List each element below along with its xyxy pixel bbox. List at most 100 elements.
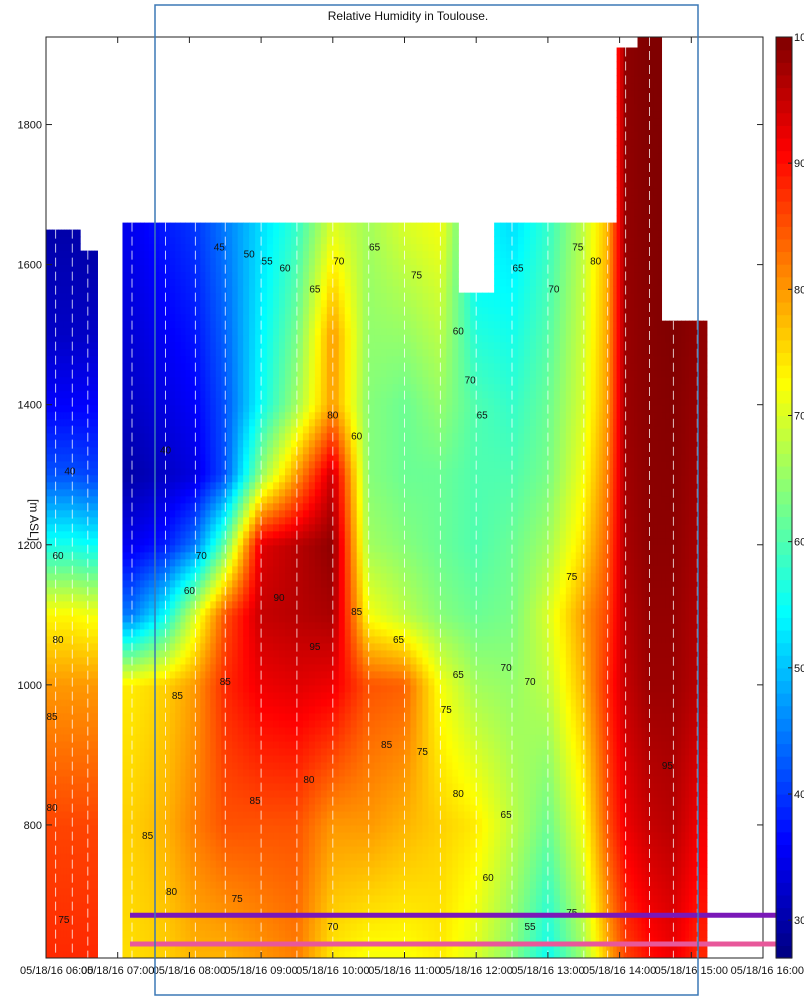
heatmap-cell [91,670,96,679]
heatmap-cell [205,866,211,875]
heatmap-cell [232,929,239,938]
heatmap-cell [164,432,171,441]
heatmap-cell [205,558,211,567]
heatmap-cell [185,656,191,665]
heatmap-cell [267,929,274,938]
heatmap-cell [154,530,160,539]
heatmap-cell [57,481,62,490]
heatmap-cell [85,397,90,406]
heatmap-cell [88,327,93,336]
heatmap-cell [54,677,59,686]
heatmap-cell [77,887,81,896]
heatmap-cell [185,425,191,434]
heatmap-cell [71,313,76,322]
heatmap-cell [205,593,211,602]
heatmap-cell [267,761,274,770]
heatmap-cell [255,509,262,518]
heatmap-cell [159,901,166,910]
heatmap-cell [180,229,187,238]
heatmap-cell [190,523,196,532]
heatmap-cell [80,782,84,791]
heatmap-cell [88,901,93,910]
heatmap-cell [261,691,268,700]
heatmap-cell [273,614,280,623]
heatmap-cell [232,453,239,462]
heatmap-cell [169,495,176,504]
heatmap-cell [190,271,196,280]
heatmap-cell [175,544,182,553]
heatmap-cell [54,698,59,707]
heatmap-cell [135,264,141,273]
heatmap-cell [273,768,280,777]
heatmap-cell [205,502,211,511]
heatmap-cell [169,278,176,287]
heatmap-cell [175,782,182,791]
heatmap-cell [164,257,171,266]
heatmap-cell [210,341,217,350]
heatmap-cell [60,852,65,861]
heatmap-cell [221,306,228,315]
heatmap-cell [169,782,176,791]
heatmap-cell [164,299,171,308]
heatmap-cell [131,348,137,357]
heatmap-cell [255,943,262,952]
heatmap-cell [175,740,182,749]
heatmap-cell [63,446,68,455]
heatmap-cell [169,243,176,252]
heatmap-cell [122,411,128,420]
heatmap-cell [74,439,78,448]
heatmap-cell [122,313,128,322]
heatmap-cell [267,355,274,364]
heatmap-cell [94,418,98,427]
heatmap-cell [169,733,176,742]
heatmap-cell [249,754,256,763]
heatmap-cell [77,824,81,833]
heatmap-cell [74,824,78,833]
heatmap-cell [66,509,70,518]
heatmap-cell [210,796,217,805]
heatmap-cell [140,635,145,644]
heatmap-cell [85,859,90,868]
heatmap-cell [232,397,239,406]
heatmap-cell [74,537,78,546]
heatmap-cell [74,306,78,315]
heatmap-cell [169,761,176,770]
heatmap-cell [144,397,150,406]
heatmap-cell [169,334,176,343]
heatmap-cell [267,901,274,910]
heatmap-cell [122,586,128,595]
heatmap-cell [69,551,73,560]
heatmap-cell [63,467,68,476]
heatmap-cell [88,516,93,525]
heatmap-cell [60,369,65,378]
heatmap-cell [215,334,222,343]
heatmap-cell [185,509,191,518]
heatmap-cell [135,544,141,553]
heatmap-cell [51,369,56,378]
heatmap-cell [195,327,201,336]
heatmap-cell [144,341,150,350]
heatmap-cell [46,390,50,399]
heatmap-cell [210,810,217,819]
heatmap-cell [122,782,128,791]
heatmap-cell [267,292,274,301]
heatmap-cell [48,530,53,539]
heatmap-cell [131,509,137,518]
heatmap-cell [48,789,53,798]
heatmap-cell [94,600,98,609]
heatmap-cell [261,915,268,924]
heatmap-cell [215,803,222,812]
heatmap-cell [122,614,128,623]
heatmap-cell [185,411,191,420]
heatmap-cell [54,894,59,903]
heatmap-cell [54,866,59,875]
heatmap-cell [180,663,187,672]
heatmap-cell [210,733,217,742]
heatmap-cell [154,551,160,560]
heatmap-cell [154,495,160,504]
heatmap-cell [94,299,98,308]
heatmap-cell [140,684,145,693]
heatmap-cell [273,887,280,896]
heatmap-cell [74,600,78,609]
heatmap-cell [54,341,59,350]
